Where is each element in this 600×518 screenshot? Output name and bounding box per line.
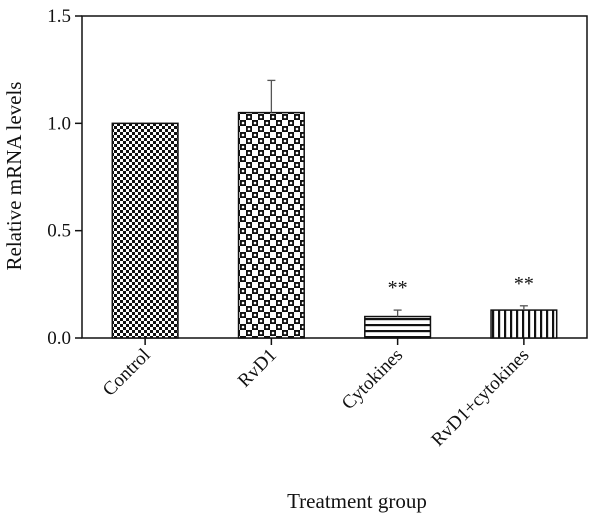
bar-control (111, 122, 179, 339)
y-axis-title: Relative mRNA levels (2, 82, 26, 271)
bars: ** ** (111, 79, 558, 339)
significance-marker: ** (514, 273, 534, 295)
x-axis: Control RvD1 Cytokines RvD1+cytokines (99, 338, 533, 451)
y-tick-label: 0.0 (47, 328, 71, 349)
y-tick-label: 0.5 (47, 221, 71, 242)
bar-rvd1 (237, 111, 305, 339)
x-axis-title: Treatment group (287, 489, 427, 513)
bar-cytokines (364, 315, 432, 339)
x-tick-label: Cytokines (338, 345, 407, 414)
x-tick-label: RvD1 (234, 345, 281, 392)
y-tick-label: 1.0 (47, 113, 71, 134)
significance-marker: ** (388, 277, 408, 299)
x-tick-label: Control (99, 345, 155, 401)
y-tick-label: 1.5 (47, 6, 71, 27)
plot-frame (81, 15, 588, 339)
y-axis: 0.0 0.5 1.0 1.5 (47, 6, 82, 349)
bar-rvd1-cytokines (490, 309, 558, 339)
x-tick-label: RvD1+cytokines (427, 345, 533, 451)
